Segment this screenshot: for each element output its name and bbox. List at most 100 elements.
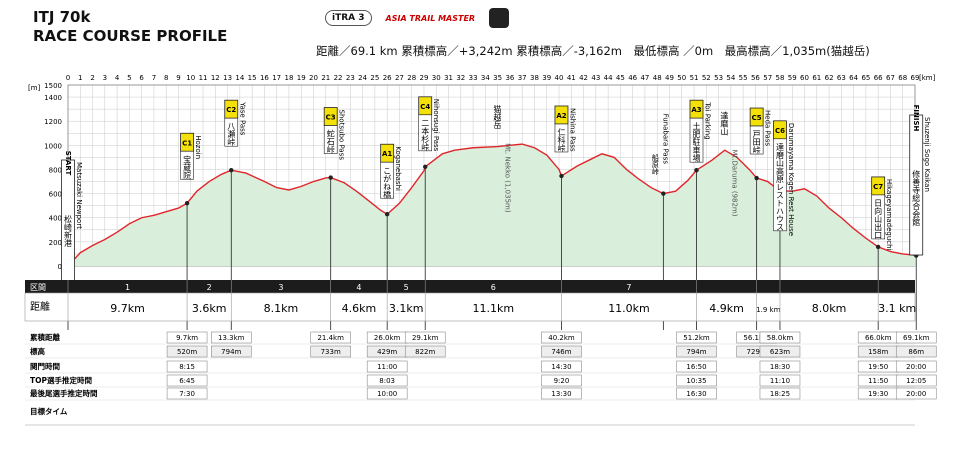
table-cell-value: 66.0km: [865, 334, 892, 342]
checkpoint-name-en: Yase Pass: [238, 101, 246, 136]
table-cell: [676, 360, 717, 373]
checkpoint-dot: [184, 201, 190, 206]
table-cell-value: 40.2km: [548, 334, 575, 342]
event-emblem-icon: [489, 8, 510, 28]
table-cell-value: 729m: [747, 348, 767, 356]
checkpoint-name-box: [554, 123, 569, 153]
x-tick-label: 57: [763, 74, 772, 82]
x-tick-label: 50: [677, 74, 686, 82]
table-cell: [166, 360, 208, 373]
y-tick-label: 400: [49, 215, 62, 223]
x-tick-label: 26: [383, 74, 392, 82]
x-tick-label: 0: [66, 74, 70, 82]
x-tick-label: 48: [653, 74, 662, 82]
x-tick-label: 33: [469, 74, 478, 82]
checkpoint-name-jp: 八瀬峠: [227, 122, 236, 147]
x-tick-label: 7: [152, 74, 156, 82]
table-row-label: TOP選手推定時間: [30, 375, 92, 385]
x-tick-label: 12: [211, 74, 220, 82]
checkpoint-code: C7: [873, 183, 883, 191]
checkpoint-name-en: Funabara Pass: [661, 114, 669, 165]
x-tick-label: 53: [714, 74, 723, 82]
table-cell-value: 746m: [551, 348, 571, 356]
x-tick-label: 1: [78, 74, 82, 82]
table-cell: [541, 387, 582, 400]
table-cell-value: 51.2km: [683, 334, 710, 342]
table-cell-value: 7:30: [179, 390, 195, 398]
table-row-label: 最後尾選手推定時間: [30, 388, 98, 398]
table-cell-value: 13.3km: [218, 334, 245, 342]
checkpoint-name-box: [224, 117, 239, 147]
table-cell: [366, 360, 408, 373]
table-cell: [166, 387, 208, 400]
table-cell-value: 9:20: [554, 377, 570, 385]
x-tick-label: 34: [481, 74, 490, 82]
asia-trail-master-logo: ASIA TRAIL MASTER: [385, 13, 476, 23]
section-number: 7: [626, 283, 631, 292]
table-cell-value: 20:00: [906, 390, 926, 398]
x-tick-label: 65: [861, 74, 870, 82]
checkpoint-name-en: Toi Parking: [703, 101, 711, 140]
checkpoint-dot: [384, 212, 390, 217]
checkpoint-name-jp: こがね橋: [383, 166, 392, 199]
checkpoint-dot: [559, 173, 564, 179]
x-tick-label: 20: [309, 74, 318, 82]
y-tick-label: 0: [58, 263, 62, 271]
x-tick-label: 44: [604, 74, 613, 82]
table-cell: [366, 387, 408, 400]
checkpoint-name-en: Matsuzaki Newport: [75, 162, 83, 229]
table-cell-value: 18:25: [770, 390, 790, 398]
checkpoint-name-en: Hikageyamadeguchi: [885, 179, 893, 251]
x-tick-label: 41: [567, 74, 576, 82]
x-tick-label: 24: [358, 74, 367, 82]
table-cell-value: 26.0km: [374, 334, 401, 342]
checkpoint-name-jp: 修善寺総合会館: [912, 169, 921, 227]
checkpoint-code: C2: [226, 106, 236, 114]
checkpoint-name-en: Shuzenji Sogo Kaikan: [923, 117, 931, 192]
checkpoint-name-box: [180, 150, 194, 180]
y-tick-label: 1500: [44, 82, 62, 90]
checkpoint-dot: [229, 167, 234, 173]
x-tick-label: 46: [628, 74, 637, 82]
x-tick-label: 8: [164, 74, 168, 82]
table-cell: [676, 387, 717, 400]
checkpoint-code: A3: [691, 106, 701, 114]
table-cell: [895, 387, 937, 400]
itra-logo: iTRA 3: [325, 10, 372, 26]
x-tick-label: 27: [395, 74, 404, 82]
x-tick-label: 51: [690, 74, 699, 82]
x-tick-label: 10: [186, 74, 195, 82]
checkpoint-name-box: [323, 125, 338, 154]
y-tick-label: 1400: [44, 94, 62, 102]
y-tick-label: 1000: [44, 142, 62, 150]
x-tick-label: 61: [812, 74, 821, 82]
table-cell-value: 29.1km: [412, 334, 439, 342]
table-cell-value: 19:30: [868, 390, 888, 398]
section-distance: 11.1km: [473, 302, 515, 315]
checkpoint-code: START: [64, 151, 72, 176]
peak-name-label: 猫越岳: [493, 104, 502, 130]
table-cell-value: 10:35: [686, 377, 706, 385]
section-number: 1: [125, 283, 130, 292]
table-cell: [404, 331, 446, 344]
x-tick-label: 9: [176, 74, 180, 82]
checkpoint-dot: [423, 164, 428, 170]
table-cell: [211, 345, 252, 358]
race-name: ITJ 70k: [33, 8, 91, 26]
x-tick-label: 43: [591, 74, 600, 82]
table-cell-value: 794m: [686, 348, 706, 356]
section-distance: 3.1km: [389, 302, 424, 315]
x-tick-label: 39: [542, 74, 551, 82]
checkpoint-code: C5: [752, 114, 762, 122]
checkpoint-dot: [694, 167, 699, 173]
table-cell: [310, 345, 351, 358]
table-cell-value: 20:00: [906, 363, 926, 371]
x-tick-label: 62: [825, 74, 834, 82]
checkpoint-name-box: [773, 138, 787, 232]
x-tick-label: 32: [456, 74, 465, 82]
table-cell-value: 8:15: [179, 363, 195, 371]
section-distance: 4.6km: [342, 302, 377, 315]
table-cell-value: 11:00: [377, 363, 397, 371]
section-distance: 8.1km: [264, 302, 299, 315]
x-tick-label: 15: [248, 74, 257, 82]
